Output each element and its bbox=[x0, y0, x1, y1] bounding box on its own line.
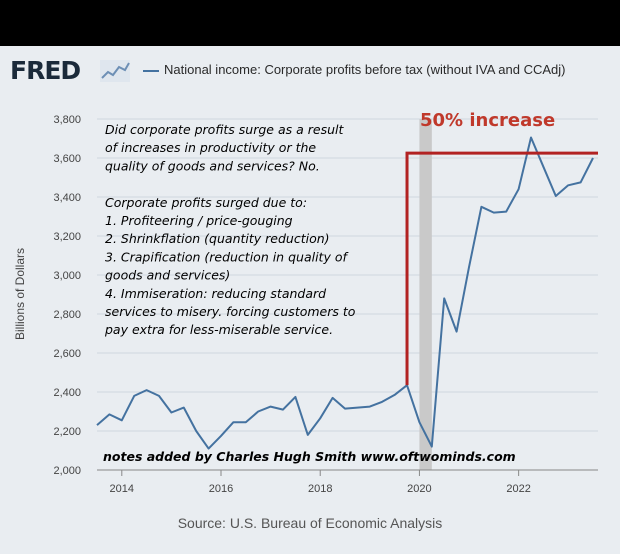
reference-lines bbox=[405, 151, 598, 386]
legend-line-swatch bbox=[143, 70, 159, 72]
y-tick-label: 2,200 bbox=[53, 426, 81, 438]
source-note: Source: U.S. Bureau of Economic Analysis bbox=[177, 515, 443, 531]
note-line: Corporate profits surged due to: bbox=[105, 195, 307, 210]
x-tick-label: 2018 bbox=[308, 483, 332, 495]
note-line: quality of goods and services? No. bbox=[105, 158, 320, 173]
y-axis-label: Billions of Dollars bbox=[13, 248, 27, 340]
recession-band-layer bbox=[419, 119, 432, 470]
x-tick-label: 2016 bbox=[209, 483, 233, 495]
line-chart: 2,000 2,200 2,400 2,600 2,800 3,000 3,200 3,400… bbox=[13, 110, 598, 495]
y-tick-label: 2,800 bbox=[53, 309, 81, 321]
note-line: 1. Profiteering / price-gouging bbox=[105, 213, 293, 228]
y-tick-label: 2,600 bbox=[53, 348, 81, 360]
note-line: 4. Immiseration: reducing standard bbox=[105, 286, 326, 301]
y-tick-label: 3,600 bbox=[53, 153, 81, 165]
note-line: 2. Shrinkflation (quantity reduction) bbox=[105, 231, 330, 246]
increase-annotation: 50% increase bbox=[420, 110, 555, 131]
grid bbox=[97, 118, 598, 471]
legend-label: National income: Corporate profits befor… bbox=[164, 62, 566, 77]
x-tick-label: 2022 bbox=[506, 483, 530, 495]
y-axis: 2,000 2,200 2,400 2,600 2,800 3,000 3,200 3,400… bbox=[53, 114, 81, 477]
fred-logo: FRED bbox=[10, 56, 81, 85]
x-axis: 2014 2016 2018 2020 2022 bbox=[97, 469, 598, 495]
series-line bbox=[96, 136, 594, 450]
notes-text: Did corporate profits surge as a result o… bbox=[104, 122, 356, 337]
fred-logo-chart-icon bbox=[100, 60, 130, 82]
series-layer bbox=[96, 136, 594, 450]
credit-note: notes added by Charles Hugh Smith www.of… bbox=[103, 449, 516, 464]
note-line: Did corporate profits surge as a result bbox=[105, 122, 344, 137]
y-tick-label: 3,400 bbox=[53, 192, 81, 204]
y-tick-label: 3,000 bbox=[53, 270, 81, 282]
note-line: of increases in productivity or the bbox=[105, 140, 316, 155]
y-tick-label: 3,800 bbox=[53, 114, 81, 126]
x-tick-label: 2014 bbox=[110, 483, 134, 495]
note-line: 3. Crapification (reduction in quality o… bbox=[105, 249, 348, 264]
y-tick-label: 3,200 bbox=[53, 231, 81, 243]
y-tick-label: 2,400 bbox=[53, 387, 81, 399]
note-line: services to misery. forcing customers to bbox=[105, 304, 356, 319]
note-line: goods and services) bbox=[105, 268, 230, 283]
note-line: pay extra for less-miserable service. bbox=[104, 322, 333, 337]
y-tick-label: 2,000 bbox=[53, 465, 81, 477]
recession-band bbox=[419, 119, 432, 470]
chart-card: FRED National income: Corporate profits … bbox=[0, 46, 620, 554]
x-tick-label: 2020 bbox=[407, 483, 431, 495]
